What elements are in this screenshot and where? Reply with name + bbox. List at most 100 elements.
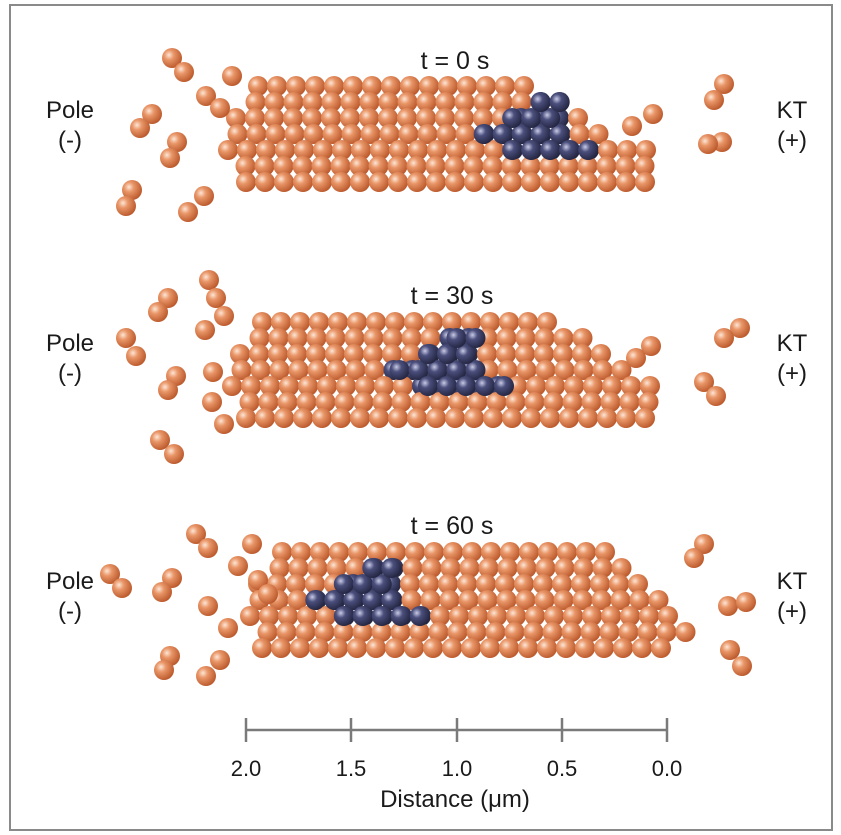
tubulin-subunit [524, 392, 545, 412]
marked-tubulin-subunit [352, 574, 373, 594]
tubulin-subunit [539, 156, 560, 176]
tubulin-subunit [578, 408, 598, 428]
tubulin-subunit [241, 376, 261, 396]
tubulin-subunit [267, 76, 287, 96]
tubulin-subunit [264, 108, 284, 128]
free-tubulin-subunit [195, 320, 215, 340]
tubulin-subunit [601, 606, 621, 626]
tubulin-subunit [480, 638, 500, 658]
tubulin-subunit [442, 638, 462, 658]
tubulin-subunit [435, 92, 456, 112]
tubulin-subunit [310, 542, 330, 562]
tubulin-subunit [303, 124, 324, 144]
marked-tubulin-subunit [333, 606, 354, 626]
tubulin-subunit [317, 376, 337, 396]
tubulin-subunit [420, 328, 441, 348]
kt-sign: (+) [777, 360, 807, 387]
tubulin-subunit [594, 638, 614, 658]
free-tubulin-subunit [622, 116, 642, 136]
tubulin-subunit [404, 638, 424, 658]
tubulin-subunit [446, 140, 466, 160]
tubulin-subunit [473, 92, 494, 112]
tubulin-subunit [636, 140, 656, 160]
tubulin-subunit [269, 360, 290, 380]
tubulin-subunit [611, 360, 632, 380]
tubulin-subunit [423, 312, 443, 332]
free-tubulin-subunit [228, 556, 248, 576]
tubulin-subunit [296, 392, 317, 412]
marked-tubulin-subunit [492, 124, 513, 144]
tubulin-subunit [638, 392, 659, 412]
free-tubulin-subunit [730, 318, 750, 338]
tubulin-subunit [309, 312, 329, 332]
tubulin-subunit [355, 376, 375, 396]
tubulin-subunit [381, 76, 401, 96]
free-tubulin-subunit [698, 134, 718, 154]
tubulin-subunit [572, 344, 592, 364]
marked-tubulin-subunit [362, 558, 383, 578]
tubulin-subunit [559, 408, 579, 428]
tubulin-subunit [482, 156, 503, 176]
marked-tubulin-subunit [559, 140, 580, 160]
marked-tubulin-subunit [456, 376, 476, 396]
figure-frame [9, 4, 833, 831]
tubulin-subunit [481, 542, 501, 562]
tubulin-subunit [378, 108, 398, 128]
tubulin-subunit [393, 376, 413, 396]
tubulin-subunit [226, 108, 246, 128]
free-tubulin-subunit [186, 524, 206, 544]
tubulin-subunit [597, 172, 617, 192]
tubulin-subunit [500, 542, 520, 562]
panel-title-60s: t = 60 s [410, 512, 494, 540]
free-tubulin-subunit [116, 196, 136, 216]
tubulin-subunit [274, 408, 294, 428]
marked-tubulin-subunit [465, 360, 486, 380]
tubulin-subunit [298, 376, 318, 396]
tubulin-subunit [291, 542, 311, 562]
free-tubulin-subunit [160, 148, 180, 168]
tubulin-subunit [535, 360, 556, 380]
tubulin-subunit [366, 312, 386, 332]
free-tubulin-subunit [162, 568, 182, 588]
marked-tubulin-subunit [502, 108, 523, 128]
tubulin-subunit [260, 376, 280, 396]
free-tubulin-subunit [202, 392, 222, 412]
tubulin-subunit [564, 376, 584, 396]
free-tubulin-subunit [150, 430, 170, 450]
tubulin-subunit [514, 574, 534, 594]
pole-text: Pole [45, 330, 95, 357]
tubulin-subunit [290, 312, 310, 332]
tubulin-subunit [249, 328, 270, 348]
tubulin-subunit [340, 92, 361, 112]
tubulin-subunit [537, 638, 557, 658]
marked-tubulin-subunit [371, 606, 392, 626]
tubulin-subunit [313, 140, 333, 160]
tubulin-subunit [293, 408, 313, 428]
tubulin-subunit [535, 558, 556, 578]
tubulin-subunit [366, 638, 386, 658]
tubulin-subunit [462, 542, 482, 562]
tubulin-subunit [515, 328, 536, 348]
tubulin-subunit [463, 156, 484, 176]
tubulin-subunit [611, 558, 632, 578]
tubulin-subunit [290, 638, 310, 658]
tubulin-subunit [523, 622, 544, 642]
tubulin-subunit [360, 124, 381, 144]
tubulin-subunit [557, 542, 577, 562]
tubulin-subunit [388, 172, 408, 192]
free-tubulin-subunit [199, 270, 219, 290]
tubulin-subunit [326, 558, 347, 578]
tubulin-subunit [368, 156, 389, 176]
tubulin-subunit [277, 392, 298, 412]
tubulin-subunit [421, 558, 442, 578]
tubulin-subunit [436, 124, 457, 144]
tubulin-subunit [416, 92, 437, 112]
tubulin-subunit [534, 590, 555, 610]
tubulin-subunit [329, 542, 349, 562]
tubulin-subunit [271, 638, 291, 658]
marked-tubulin-subunit [502, 140, 523, 160]
tubulin-subunit [444, 156, 465, 176]
tubulin-subunit [454, 92, 475, 112]
tubulin-subunit [520, 156, 541, 176]
tubulin-subunit [305, 76, 325, 96]
